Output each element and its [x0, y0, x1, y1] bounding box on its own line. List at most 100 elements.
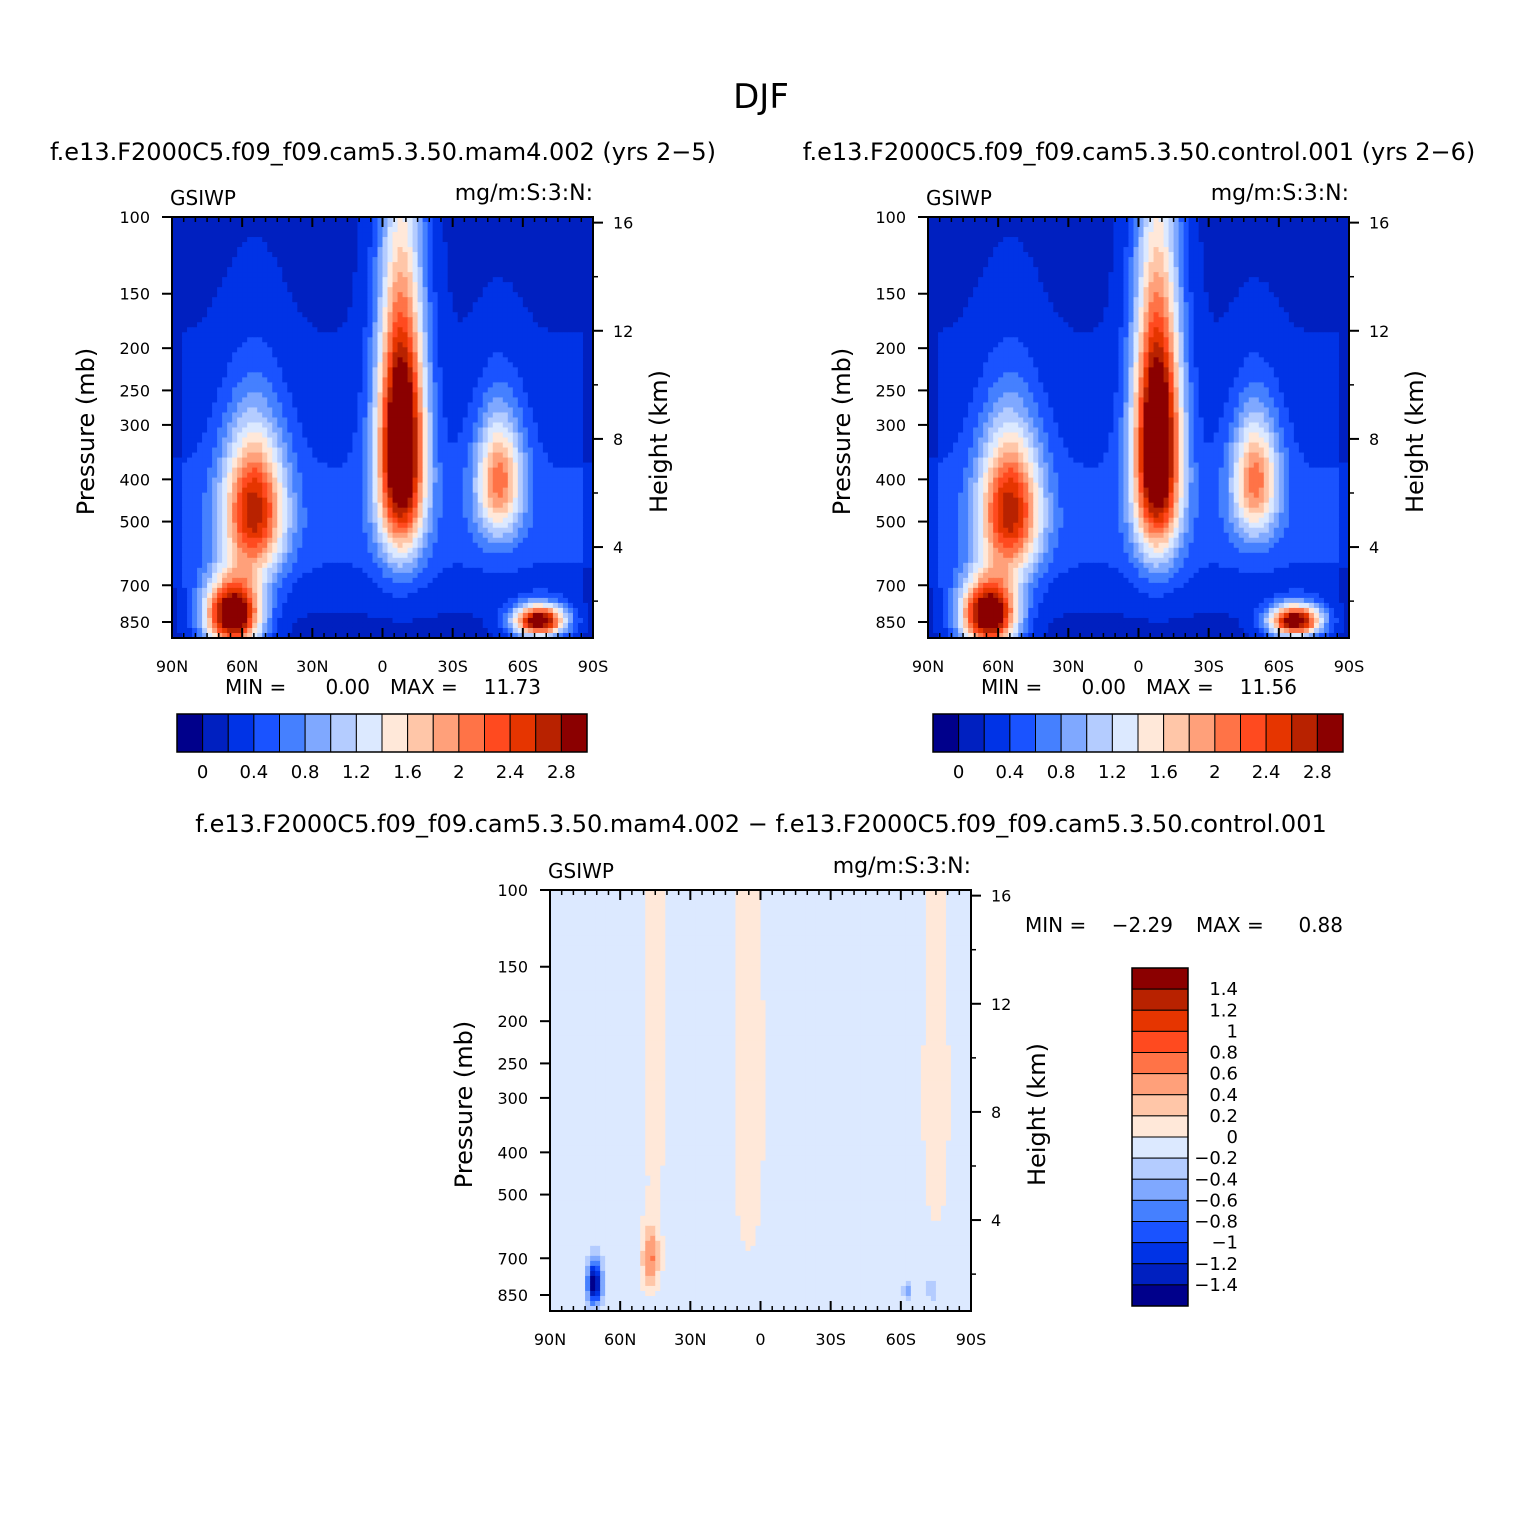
field-cell: [587, 457, 593, 464]
field-cell: [437, 257, 444, 263]
field-cell: [442, 282, 449, 288]
field-cell: [177, 272, 183, 278]
field-cell: [452, 342, 459, 348]
field-cell: [487, 272, 494, 278]
field-cell: [492, 282, 499, 288]
field-cell: [262, 352, 268, 358]
field-cell: [387, 257, 394, 263]
field-cell: [287, 297, 293, 303]
field-cell: [552, 372, 559, 378]
field-cell: [337, 292, 343, 298]
field-cell: [247, 432, 253, 439]
field-cell: [282, 502, 288, 509]
field-cell: [562, 247, 569, 253]
field-cell: [357, 327, 364, 333]
field-cell: [407, 482, 414, 489]
field-cell: [452, 402, 459, 409]
field-cell: [217, 462, 223, 469]
field-cell: [332, 302, 338, 308]
field-cell: [362, 217, 369, 223]
field-cell: [437, 227, 444, 233]
field-cell: [177, 372, 183, 378]
field-cell: [377, 232, 384, 238]
field-cell: [407, 422, 414, 429]
field-cell: [392, 342, 399, 348]
field-cell: [417, 357, 424, 363]
field-cell: [477, 352, 484, 358]
field-cell: [242, 407, 248, 414]
field-cell: [542, 487, 549, 494]
field-cell: [247, 497, 253, 504]
field-cell: [207, 427, 213, 434]
field-cell: [362, 387, 369, 394]
field-cell: [452, 312, 459, 318]
field-cell: [457, 327, 464, 333]
field-cell: [477, 392, 484, 399]
field-cell: [377, 282, 384, 288]
field-cell: [427, 387, 434, 394]
field-cell: [302, 277, 308, 283]
field-cell: [342, 312, 349, 318]
field-cell: [502, 232, 509, 238]
field-cell: [357, 367, 364, 373]
field-cell: [567, 467, 574, 474]
field-cell: [537, 287, 544, 293]
field-cell: [232, 437, 238, 444]
field-cell: [507, 372, 514, 378]
field-cell: [507, 247, 514, 253]
field-cell: [492, 222, 499, 228]
field-cell: [472, 447, 479, 454]
field-cell: [447, 247, 454, 253]
field-cell: [537, 402, 544, 409]
field-cell: [542, 417, 549, 424]
field-cell: [472, 407, 479, 414]
field-cell: [237, 457, 243, 464]
field-cell: [212, 452, 218, 459]
field-cell: [242, 317, 248, 323]
field-cell: [497, 217, 504, 223]
field-cell: [582, 357, 589, 363]
field-cell: [257, 272, 263, 278]
field-cell: [472, 352, 479, 358]
field-cell: [187, 377, 193, 383]
field-cell: [517, 437, 524, 444]
field-cell: [542, 492, 549, 499]
field-cell: [482, 472, 489, 479]
field-cell: [292, 427, 298, 434]
field-cell: [392, 287, 399, 293]
field-cell: [402, 227, 409, 233]
field-cell: [352, 497, 359, 504]
field-cell: [232, 317, 238, 323]
field-cell: [257, 502, 263, 509]
field-cell: [587, 377, 593, 383]
field-cell: [412, 217, 419, 223]
field-cell: [247, 422, 253, 429]
field-cell: [357, 282, 364, 288]
field-cell: [412, 272, 419, 278]
field-cell: [522, 427, 529, 434]
field-cell: [357, 237, 364, 243]
field-cell: [542, 232, 549, 238]
field-cell: [532, 467, 539, 474]
field-cell: [542, 222, 549, 228]
field-cell: [432, 392, 439, 399]
field-cell: [507, 502, 514, 509]
field-cell: [177, 507, 183, 514]
field-cell: [317, 232, 323, 238]
field-cell: [417, 352, 424, 358]
field-cell: [352, 387, 359, 394]
field-cell: [307, 287, 313, 293]
field-cell: [497, 282, 504, 288]
field-cell: [277, 242, 283, 248]
field-cell: [412, 247, 419, 253]
field-cell: [572, 467, 579, 474]
field-cell: [437, 292, 444, 298]
field-cell: [227, 257, 233, 263]
field-cell: [462, 407, 469, 414]
field-cell: [202, 352, 208, 358]
field-cell: [247, 247, 253, 253]
field-cell: [242, 252, 248, 258]
field-cell: [287, 417, 293, 424]
field-cell: [337, 422, 343, 429]
field-cell: [252, 402, 258, 409]
